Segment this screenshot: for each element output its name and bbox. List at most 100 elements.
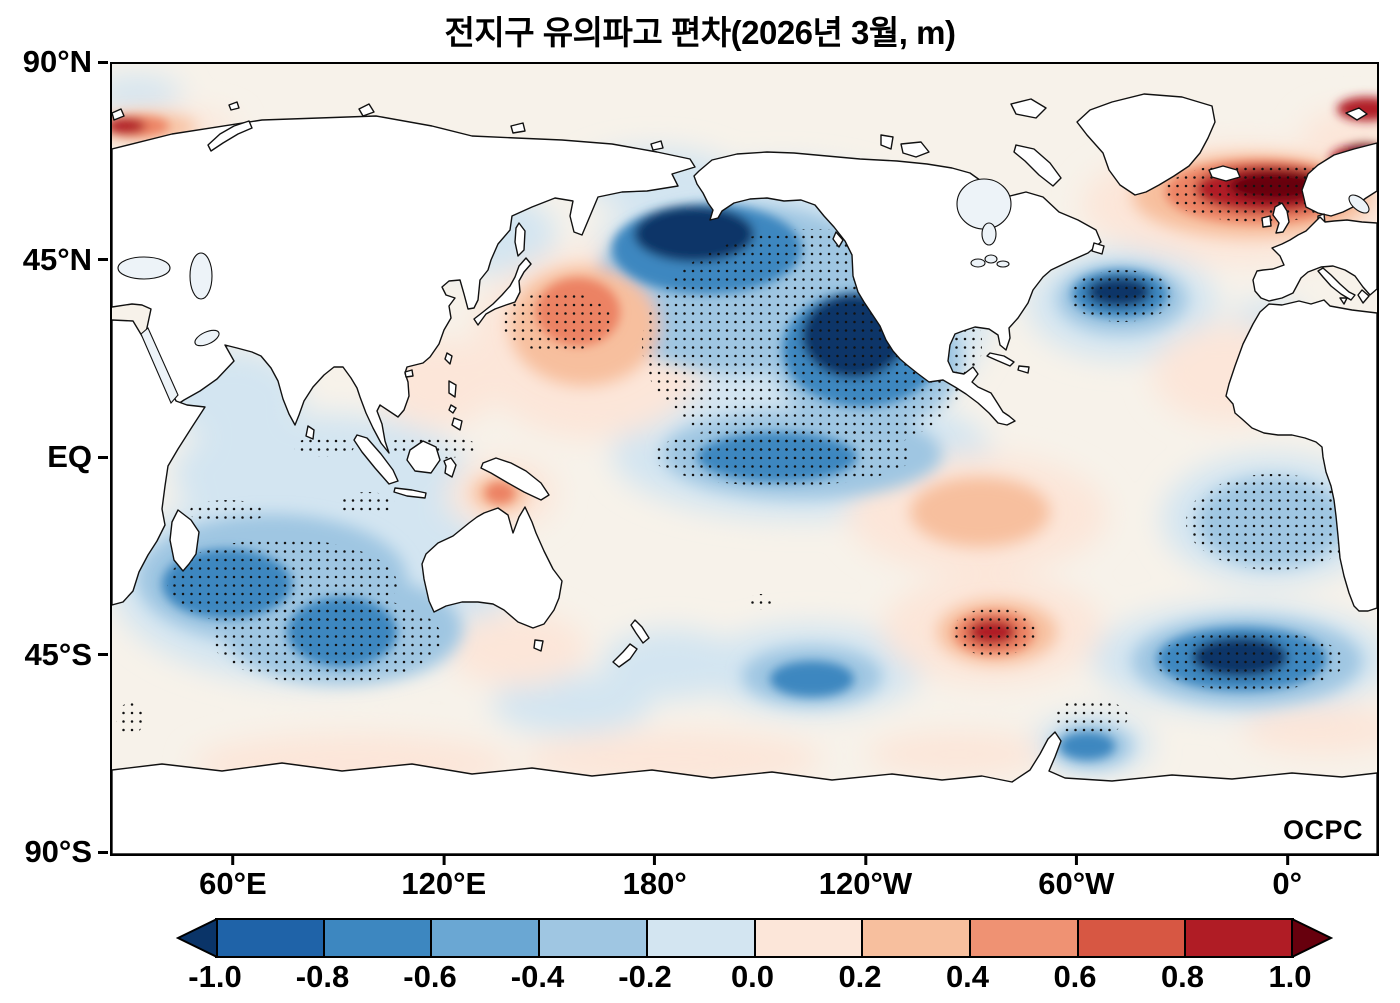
colorbar-tick-label: 1.0	[1268, 959, 1312, 994]
james-bay	[981, 222, 997, 246]
x-tick: 120°E	[401, 855, 486, 902]
caspian-sea	[189, 252, 213, 300]
japan	[473, 257, 532, 326]
y-tick: 45°S	[24, 637, 108, 673]
antarctica	[112, 731, 1377, 854]
y-tick-mark	[98, 455, 108, 459]
colorbar-tick-label: 0.2	[838, 959, 882, 994]
black-sea	[117, 256, 171, 280]
hudson-bay	[956, 178, 1012, 230]
y-tick: EQ	[47, 439, 108, 475]
cuba	[986, 352, 1015, 367]
new-siberian-islands	[510, 122, 526, 134]
colorbar-segment	[322, 920, 431, 956]
colorbar-segment	[968, 920, 1077, 956]
colorbar-tick-label: 0.4	[945, 959, 990, 994]
ireland	[1261, 215, 1272, 228]
x-tick-mark	[1285, 855, 1289, 865]
y-tick-label: 45°S	[24, 636, 92, 672]
vancouver-island	[832, 231, 844, 248]
sri-lanka	[305, 425, 315, 440]
ellesmere-island	[1010, 98, 1047, 119]
persian-gulf	[194, 329, 220, 347]
africa-west	[1225, 299, 1377, 612]
colorbar-segment	[538, 920, 646, 956]
taiwan	[444, 352, 453, 365]
sumatra	[353, 434, 399, 485]
colorbar-tick-label: -0.8	[295, 959, 350, 994]
world-map-svg	[112, 64, 1377, 854]
y-axis-ticks: 90°N 45°N EQ 45°S 90°S	[0, 44, 108, 869]
colorbar-segment	[217, 920, 323, 956]
colorbar-arrow-left	[176, 918, 218, 958]
colorbar-tick-label: -0.2	[618, 959, 672, 994]
colorbar-segment	[1184, 920, 1293, 956]
y-tick-mark	[98, 850, 108, 854]
tasmania	[533, 639, 544, 652]
y-tick-mark	[98, 258, 108, 261]
new-guinea	[480, 457, 550, 501]
greece	[1357, 289, 1370, 304]
ocpc-logo: OCPC	[1282, 815, 1363, 845]
colorbar-segment	[753, 920, 862, 956]
colorbar-segment	[430, 920, 539, 956]
greenland	[1076, 93, 1216, 196]
newfoundland	[1091, 242, 1105, 255]
y-tick-mark	[98, 653, 108, 656]
x-tick: 0°	[1272, 855, 1302, 902]
x-tick-label: 120°E	[401, 866, 487, 901]
colorbar-tick-label: 0.6	[1053, 959, 1097, 994]
x-tick: 60°W	[1038, 855, 1114, 902]
borneo	[406, 440, 441, 474]
great-lake-3	[996, 260, 1010, 268]
wrangel-island	[650, 140, 664, 151]
x-axis-ticks: 60°E 120°E 180° 120°W 60°W 0°	[110, 855, 1375, 903]
x-tick-label: 60°E	[199, 866, 267, 901]
y-tick: 45°N	[23, 242, 108, 278]
severnaya-zemlya	[358, 103, 375, 117]
y-tick: 90°N	[23, 44, 108, 80]
colorbar-tick-label: 0.0	[730, 959, 775, 994]
new-zealand	[612, 619, 650, 668]
chart-title: 전지구 유의파고 편차(2026년 3월, m)	[444, 14, 956, 51]
x-tick-label: 120°W	[818, 866, 913, 901]
hainan	[404, 369, 414, 378]
x-tick-mark	[863, 855, 867, 865]
x-tick-mark	[1074, 855, 1078, 865]
colorbar	[176, 918, 1333, 958]
colorbar-tick-label: -0.4	[510, 959, 565, 994]
philippines	[448, 380, 463, 431]
x-tick-mark	[653, 855, 657, 865]
banks-island	[880, 134, 894, 150]
iceland	[1208, 165, 1241, 182]
italy	[1317, 267, 1356, 301]
colorbar-segment	[645, 920, 754, 956]
great-lake-1	[970, 258, 986, 268]
x-tick-label: 60°W	[1038, 866, 1115, 901]
svalbard	[112, 107, 1368, 121]
colorbar-tick-label: 0.8	[1160, 959, 1205, 994]
y-tick-label: 90°S	[24, 834, 92, 869]
colorbar-labels: -1.0 -0.8 -0.6 -0.4 -0.2 0.0 0.2 0.4 0.6 0.8 1.0	[188, 959, 1311, 999]
y-tick-label: 90°N	[22, 44, 92, 79]
great-lake-2	[984, 254, 998, 264]
map-plot: OCPC	[110, 62, 1379, 856]
baltic-sea	[1348, 194, 1370, 214]
inner-seas	[117, 178, 1370, 405]
baffin-island	[1013, 144, 1062, 187]
novaya-zemlya	[207, 120, 253, 152]
franz-josef-land	[228, 101, 240, 111]
great-britain	[1272, 202, 1290, 234]
x-tick: 120°W	[819, 855, 912, 902]
x-tick-mark	[442, 855, 446, 865]
red-sea	[140, 327, 179, 405]
colorbar-arrow-right	[1291, 918, 1333, 958]
x-tick-label: 180°	[622, 866, 687, 901]
y-tick: 90°S	[24, 834, 108, 870]
australia	[421, 506, 563, 629]
colorbar-segment	[861, 920, 969, 956]
colorbar-segment	[1076, 920, 1185, 956]
y-tick-mark	[98, 60, 108, 64]
hispaniola	[1017, 365, 1030, 374]
